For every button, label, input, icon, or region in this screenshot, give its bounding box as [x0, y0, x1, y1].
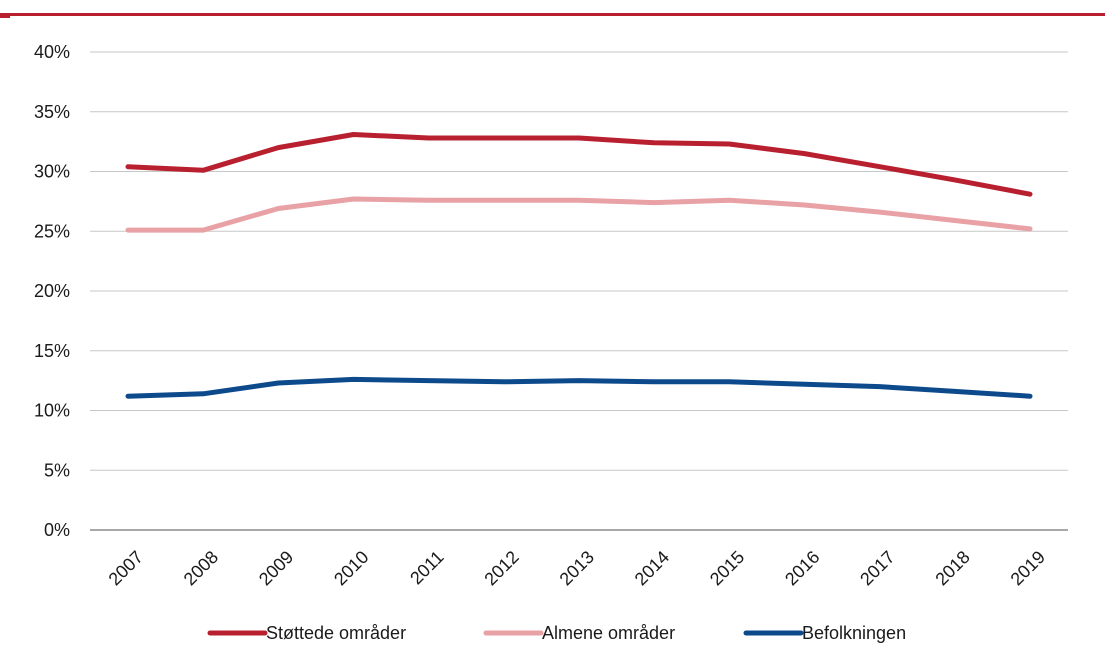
y-tick-label: 20% [34, 281, 70, 301]
series-line-2 [125, 196, 1033, 233]
y-tick-label: 10% [34, 401, 70, 421]
series-line-3 [125, 376, 1033, 399]
y-tick-label: 15% [34, 341, 70, 361]
legend: Støttede områder Almene områder Befolkning… [207, 623, 906, 643]
y-tick-label: 0% [44, 520, 70, 540]
x-tick-label: 2007 [105, 547, 147, 589]
x-tick-label: 2011 [406, 547, 448, 589]
y-tick-label: 40% [34, 42, 70, 62]
x-tick-label: 2019 [1007, 547, 1049, 589]
y-tick-label: 30% [34, 162, 70, 182]
top-rule [0, 13, 1105, 16]
legend-label: Støttede områder [266, 623, 406, 643]
x-tick-label: 2008 [180, 547, 222, 589]
x-tick-label: 2017 [856, 547, 898, 589]
x-tick-label: 2018 [931, 547, 973, 589]
x-axis: 2007 2008 2009 2010 2011 2012 2013 2014 2015 2016… [90, 529, 1068, 589]
y-axis: 0% 5% 10% 15% 20% 25% 30% 35% 40% [34, 42, 70, 540]
legend-label: Almene områder [542, 623, 675, 643]
series-line-1 [125, 132, 1033, 197]
x-tick-label: 2014 [631, 547, 673, 589]
x-tick-label: 2016 [781, 547, 823, 589]
x-tick-label: 2009 [255, 547, 297, 589]
x-tick-label: 2013 [556, 547, 598, 589]
top-rule-tab [0, 16, 10, 18]
series-lines [125, 132, 1033, 399]
x-tick-label: 2015 [706, 547, 748, 589]
x-tick-label: 2012 [480, 547, 522, 589]
legend-label: Befolkningen [802, 623, 906, 643]
x-tick-label: 2010 [330, 547, 372, 589]
gridlines [90, 51, 1068, 471]
y-tick-label: 35% [34, 102, 70, 122]
y-tick-label: 5% [44, 460, 70, 480]
y-tick-label: 25% [34, 221, 70, 241]
